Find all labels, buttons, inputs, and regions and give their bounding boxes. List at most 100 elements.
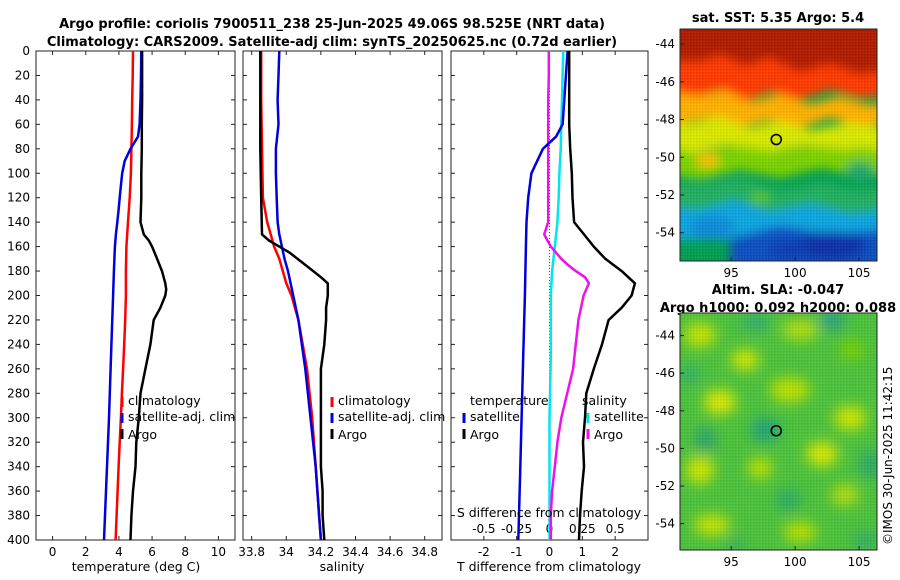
temperature-xlabel: temperature (deg C) xyxy=(72,559,201,574)
imos-credit: ©IMOS 30-Jun-2025 11:42:15 xyxy=(881,367,895,545)
temperature-series xyxy=(102,50,168,541)
legend-title-temperature: temperature xyxy=(470,393,549,408)
depth-tick-label: 160 xyxy=(7,240,30,254)
s-difference-label: S difference from climatology xyxy=(457,505,642,520)
x-tick-label: 33.8 xyxy=(238,545,265,559)
x-tick-label: 4 xyxy=(115,545,123,559)
series-line-satellite-adj-clim xyxy=(274,50,323,541)
x-tick-label: -2 xyxy=(478,545,490,559)
x-tick-label: 34 xyxy=(279,545,294,559)
x-tick-label: 0 xyxy=(49,545,57,559)
sla-map-frame xyxy=(679,312,878,551)
sst-field xyxy=(680,29,877,261)
legend-label-satellite: satellite-adj. clim xyxy=(338,409,445,424)
depth-tick-label: 20 xyxy=(15,68,30,82)
salinity-xlabel: salinity xyxy=(320,559,365,574)
depth-tick-label: 340 xyxy=(7,460,30,474)
depth-tick-label: 120 xyxy=(7,191,30,205)
sst-map: sat. SST: 5.35 Argo: 5.4 xyxy=(655,11,878,280)
temperature-tick-labels: 0 2 4 6 8 10 xyxy=(49,51,226,559)
depth-tick-label: 260 xyxy=(7,362,30,376)
depth-tick-label: 60 xyxy=(15,117,30,131)
latitude-tick-label: -54 xyxy=(655,517,675,531)
sst-latitude-labels: -44 -46 -48 -50 -52 -54 xyxy=(655,37,684,240)
legend-label-argo: Argo xyxy=(128,427,157,442)
longitude-tick-label: 105 xyxy=(848,555,871,569)
salinity-legend: climatology satellite-adj. clim Argo xyxy=(330,393,445,442)
temperature-legend: climatology satellite-adj. clim Argo xyxy=(120,393,235,442)
x-tick-label: 34.6 xyxy=(377,545,404,559)
x-tick-label: -0.5 xyxy=(472,522,495,536)
latitude-tick-label: -50 xyxy=(655,150,675,164)
longitude-tick-label: 100 xyxy=(784,266,807,280)
x-tick-label: 34.2 xyxy=(308,545,335,559)
legend-label-t-satellite: satellite xyxy=(470,409,520,424)
latitude-tick-label: -48 xyxy=(655,113,675,127)
depth-tick-label: 180 xyxy=(7,264,30,278)
depth-tick-marks xyxy=(36,50,235,541)
x-tick-label: 34.4 xyxy=(342,545,369,559)
sla-map: Altim. SLA: -0.047 Argo h1000: 0.092 h20… xyxy=(655,283,896,569)
x-tick-label: 2 xyxy=(82,545,90,559)
series-line-temperature-satellite xyxy=(517,50,569,541)
float-position-marker xyxy=(770,133,783,146)
legend-label-satellite: satellite-adj. clim xyxy=(128,409,235,424)
depth-tick-label: 200 xyxy=(7,289,30,303)
x-tick-label: 8 xyxy=(181,545,189,559)
sla-latitude-labels: -44 -46 -48 -50 -52 -54 xyxy=(655,329,684,531)
depth-tick-label: 40 xyxy=(15,93,30,107)
series-line-salinity-satellite xyxy=(548,50,565,540)
sla-map-title-line-2: Argo h1000: 0.092 h2000: 0.088 xyxy=(660,301,896,316)
latitude-tick-label: -48 xyxy=(655,404,675,418)
float-position-marker xyxy=(770,424,783,437)
longitude-tick-label: 95 xyxy=(724,266,739,280)
sst-longitude-labels: 95 100 105 xyxy=(724,257,871,280)
depth-tick-label: 80 xyxy=(15,142,30,156)
legend-label-s-satellite: satellite xyxy=(594,409,644,424)
x-tick-label: 0.5 xyxy=(606,522,625,536)
depth-tick-label: 280 xyxy=(7,386,30,400)
depth-tick-label: 400 xyxy=(7,533,30,547)
depth-tick-label: 140 xyxy=(7,215,30,229)
latitude-tick-label: -50 xyxy=(655,441,675,455)
x-tick-label: 1 xyxy=(579,545,587,559)
x-tick-label: 34.8 xyxy=(411,545,438,559)
depth-tick-marks xyxy=(451,50,648,541)
depth-tick-marks xyxy=(243,50,442,541)
x-tick-label: 2 xyxy=(611,545,619,559)
x-tick-label: 0.25 xyxy=(569,522,596,536)
latitude-tick-label: -46 xyxy=(655,75,675,89)
depth-tick-label: 240 xyxy=(7,337,30,351)
longitude-tick-label: 105 xyxy=(848,266,871,280)
series-line-argo xyxy=(259,51,330,541)
series-line-temperature-argo xyxy=(567,51,637,541)
series-line-satellite-adj-clim xyxy=(102,50,143,541)
depth-tick-label: 300 xyxy=(7,411,30,425)
series-line-argo xyxy=(129,51,168,541)
latitude-tick-label: -44 xyxy=(655,37,675,51)
title-line-1: Argo profile: coriolis 7900511_238 25-Ju… xyxy=(59,17,605,32)
temperature-panel: 0204060801001201401601802002202402602803… xyxy=(7,44,236,574)
x-tick-label: -0.25 xyxy=(501,522,532,536)
depth-tick-label: 320 xyxy=(7,435,30,449)
difference-panel: -2 -1 0 1 2 -0.5 -0.25 0 0.25 0.5 S difference f… xyxy=(450,50,649,574)
sla-field xyxy=(680,313,877,550)
series-line-climatology xyxy=(114,50,135,541)
legend-label-climatology: climatology xyxy=(338,393,411,408)
difference-series xyxy=(517,50,637,541)
sla-longitude-labels: 95 100 105 xyxy=(724,546,871,569)
salinity-tick-labels: 33.8 34 34.2 34.4 34.6 34.8 xyxy=(238,51,438,559)
salinity-axes-frame xyxy=(242,50,443,541)
legend-title-salinity: salinity xyxy=(582,393,627,408)
latitude-tick-label: -46 xyxy=(655,366,675,380)
sla-map-title-line-1: Altim. SLA: -0.047 xyxy=(712,283,844,298)
longitude-tick-label: 95 xyxy=(724,555,739,569)
depth-tick-label: 0 xyxy=(22,44,30,58)
latitude-tick-label: -54 xyxy=(655,226,675,240)
sst-map-frame xyxy=(679,28,878,262)
legend-label-climatology: climatology xyxy=(128,393,201,408)
depth-tick-label: 220 xyxy=(7,313,30,327)
salinity-panel: 33.8 34 34.2 34.4 34.6 34.8 salinity climatol… xyxy=(238,50,445,574)
depth-tick-labels: 0 20 40 60 80 100 120 140 160 180 200 220 240 260 280 3… xyxy=(7,44,30,547)
